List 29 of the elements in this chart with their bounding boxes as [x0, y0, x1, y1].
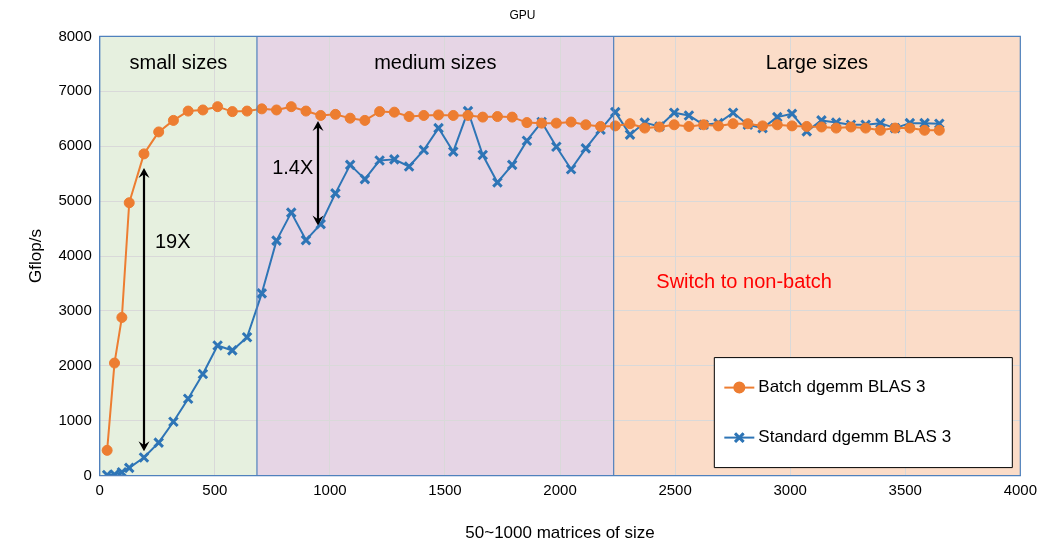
y-tick-label: 1000	[58, 410, 92, 428]
band-label: medium sizes	[374, 50, 497, 73]
y-tick-label: 0	[83, 465, 92, 483]
band-label: small sizes	[129, 50, 228, 73]
annotation: 1.4X	[272, 155, 314, 178]
chart-title: GPU	[509, 7, 536, 22]
y-axis-title: Gflop/s	[25, 229, 45, 283]
y-tick-label: 5000	[58, 191, 92, 209]
y-tick-label: 4000	[58, 246, 92, 264]
legend-label: Batch dgemm BLAS 3	[758, 377, 926, 397]
x-axis-title: 50~1000 matrices of size	[465, 523, 655, 543]
x-tick-label: 4000	[1003, 480, 1037, 498]
y-tick-label: 3000	[58, 301, 92, 319]
y-tick-label: 2000	[58, 355, 92, 373]
x-tick-label: 0	[95, 480, 104, 498]
annotation: Switch to non-batch	[656, 269, 832, 292]
band-label: Large sizes	[765, 50, 869, 73]
x-tick-label: 2500	[658, 480, 692, 498]
y-tick-label: 8000	[58, 26, 92, 44]
annotation: 19X	[155, 230, 191, 253]
x-tick-label: 1500	[428, 480, 462, 498]
x-tick-label: 3000	[773, 480, 807, 498]
y-tick-label: 6000	[58, 136, 92, 154]
x-tick-label: 500	[202, 480, 228, 498]
x-tick-label: 3500	[888, 480, 922, 498]
x-tick-label: 2000	[543, 480, 577, 498]
y-tick-label: 7000	[58, 81, 92, 99]
legend-label: Standard dgemm BLAS 3	[758, 427, 952, 447]
x-tick-label: 1000	[313, 480, 347, 498]
